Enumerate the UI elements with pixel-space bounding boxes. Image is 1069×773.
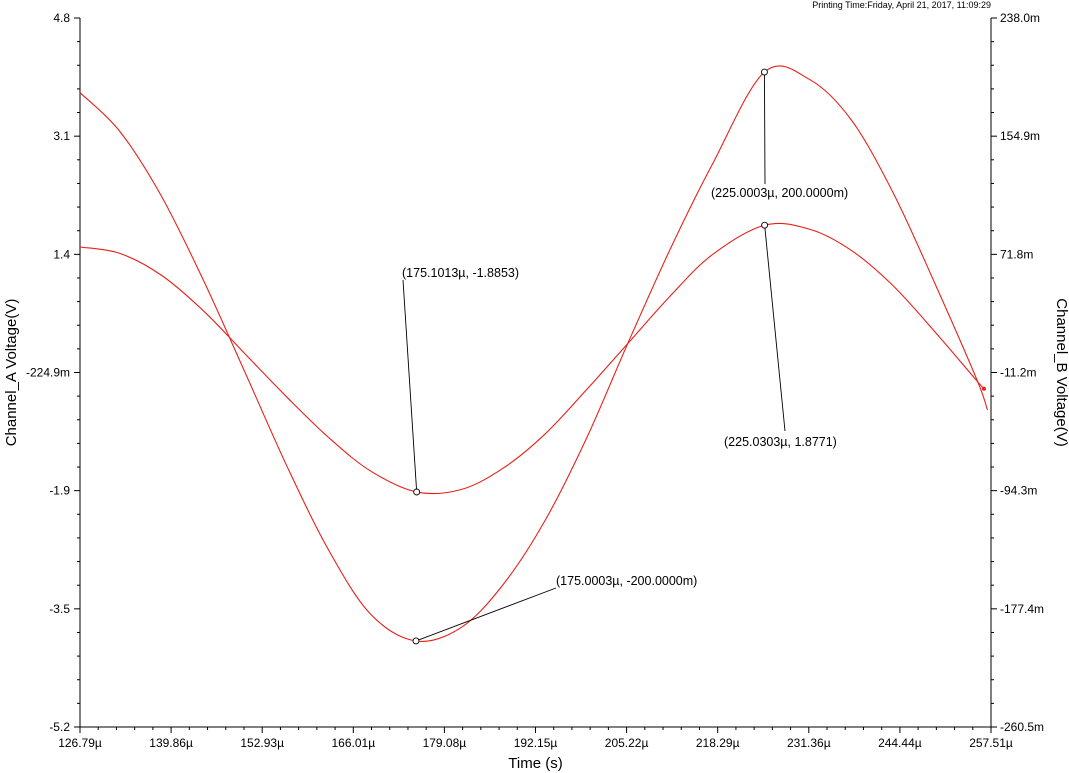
x-tick-label: 205.22µ: [605, 736, 649, 750]
y-right-tick-label: -260.5m: [1000, 720, 1044, 734]
x-tick-label: 126.79µ: [58, 736, 102, 750]
y-left-tick-label: -224.9m: [26, 366, 70, 380]
annotation-leader-line: [415, 587, 557, 642]
x-tick-label: 166.01µ: [331, 736, 375, 750]
annotation-marker: [413, 488, 421, 496]
y-left-tick-label: -3.5: [49, 602, 70, 616]
x-tick-label: 257.51µ: [969, 736, 1013, 750]
y-left-tick-label: -5.2: [49, 720, 70, 734]
y-left-tick-label: 3.1: [53, 129, 70, 143]
y-right-tick-label: 71.8m: [1000, 247, 1033, 261]
annotation-marker: [760, 68, 768, 76]
x-tick-label: 139.86µ: [149, 736, 193, 750]
y-left-tick-label: -1.9: [49, 484, 70, 498]
x-tick-label: 231.36µ: [787, 736, 831, 750]
y-left-tick-label: 4.8: [53, 11, 70, 25]
annotation-marker: [412, 637, 420, 645]
annotation-label: (175.0003µ, -200.0000m): [556, 574, 697, 588]
channel-b-trace: [79, 65, 988, 642]
annotation-label: (175.1013µ, -1.8853): [402, 266, 519, 280]
x-tick-label: 192.15µ: [514, 736, 558, 750]
traces: [79, 65, 988, 642]
annotation-label: (225.0003µ, 200.0000m): [711, 186, 848, 200]
y-left-tick-label: 1.4: [53, 247, 70, 261]
annotation-leader-line: [764, 225, 786, 432]
annotation-leader-line: [402, 279, 418, 493]
x-tick-label: 218.29µ: [696, 736, 740, 750]
x-tick-label: 244.44µ: [878, 736, 922, 750]
y-right-tick-label: -177.4m: [1000, 602, 1044, 616]
y-right-tick-label: -11.2m: [1000, 366, 1036, 380]
channel-a-trace: [79, 222, 985, 495]
annotation-leader-line: [763, 72, 766, 185]
y-right-tick-label: 238.0m: [1000, 11, 1040, 25]
annotation-marker: [761, 221, 769, 229]
y-axis-right-title: Channel_B Voltage(V): [1053, 298, 1069, 446]
cursor-annotations: (175.1013µ, -1.8853) (225.0303µ, 1.8771) (…: [402, 68, 848, 645]
y-right-tick-label: -94.3m: [1000, 484, 1037, 498]
annotation-label: (225.0303µ, 1.8771): [724, 435, 837, 449]
axes: 126.79µ 139.86µ 152.93µ 166.01µ 179.08µ 192.1…: [26, 11, 1044, 750]
printing-time: Printing Time:Friday, April 21, 2017, 11…: [812, 0, 991, 10]
y-right-tick-label: 154.9m: [1000, 129, 1040, 143]
x-tick-label: 179.08µ: [423, 736, 467, 750]
x-axis-title: Time (s): [508, 755, 562, 772]
trace-end-marker: [981, 386, 986, 391]
x-tick-label: 152.93µ: [240, 736, 284, 750]
y-axis-left-title: Channel_A Voltage(V): [3, 299, 20, 447]
